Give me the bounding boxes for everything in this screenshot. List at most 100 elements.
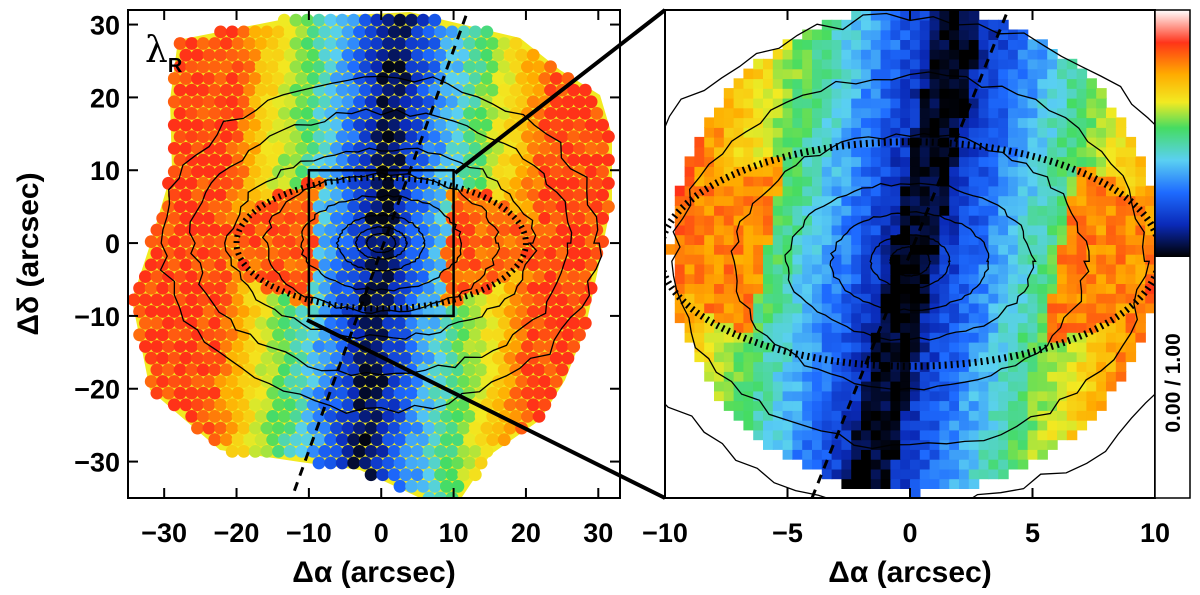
pixel — [919, 68, 931, 80]
spaxel — [497, 200, 511, 214]
pixel — [900, 78, 911, 89]
pixel — [1135, 166, 1146, 177]
spaxel — [544, 107, 557, 120]
pixel — [723, 351, 735, 363]
pixel — [929, 29, 941, 40]
spaxel — [225, 48, 239, 62]
pixel — [900, 166, 911, 177]
spaxel — [428, 363, 442, 377]
pixel — [694, 185, 705, 197]
pixel — [870, 195, 882, 206]
pixel — [1008, 88, 1019, 99]
pixel — [792, 117, 803, 128]
pixel — [1008, 39, 1019, 50]
pixel — [831, 390, 843, 402]
pixel — [782, 390, 794, 402]
pixel — [910, 97, 921, 109]
pixel — [870, 224, 882, 236]
spaxel — [335, 60, 349, 74]
pixel — [772, 49, 784, 60]
pixel — [733, 127, 745, 138]
pixel — [998, 244, 1009, 255]
left-x-tick-label: 30 — [583, 518, 613, 548]
pixel — [1037, 78, 1048, 89]
left-x-tick-label: −10 — [286, 518, 332, 548]
pixel — [733, 351, 745, 363]
spaxel — [173, 363, 187, 377]
spaxel — [503, 305, 517, 318]
pixel — [1076, 136, 1088, 148]
pixel — [1037, 175, 1048, 187]
pixel — [1017, 39, 1029, 50]
pixel — [1066, 341, 1078, 353]
spaxel — [434, 491, 447, 498]
pixel — [1066, 195, 1078, 206]
pixel — [880, 68, 892, 80]
spaxel — [463, 410, 476, 423]
pixel — [1017, 273, 1029, 284]
pixel — [831, 58, 843, 70]
spaxel — [376, 118, 390, 132]
spaxel — [202, 421, 216, 435]
pixel — [1047, 351, 1058, 363]
pixel — [861, 244, 872, 255]
spaxel — [422, 211, 436, 225]
pixel — [763, 371, 774, 382]
pixel — [753, 419, 764, 431]
spaxel — [509, 386, 523, 400]
pixel — [812, 293, 823, 304]
spaxel — [272, 398, 285, 412]
pixel — [831, 302, 843, 314]
pixel — [988, 136, 999, 148]
pixel — [939, 215, 950, 226]
spaxel — [468, 328, 482, 342]
spaxel — [179, 375, 193, 388]
pixel — [1027, 185, 1039, 197]
spaxel — [173, 246, 187, 260]
pixel — [919, 166, 931, 177]
pixel — [1125, 156, 1137, 167]
pixel — [841, 361, 852, 372]
pixel — [861, 127, 872, 138]
spaxel — [544, 176, 557, 190]
spaxel — [526, 281, 540, 295]
pixel — [694, 156, 705, 167]
pixel — [1037, 136, 1048, 148]
pixel — [1106, 273, 1117, 284]
spaxel — [191, 258, 204, 272]
pixel — [978, 380, 990, 392]
pixel — [1037, 195, 1048, 206]
pixel — [939, 439, 950, 450]
pixel — [694, 215, 705, 226]
spaxel — [573, 211, 586, 225]
spaxel — [393, 433, 407, 447]
pixel — [861, 322, 872, 333]
pixel — [998, 254, 1009, 265]
spaxel — [376, 468, 390, 482]
pixel — [782, 39, 794, 50]
pixel — [1066, 283, 1078, 294]
pixel — [723, 293, 735, 304]
spaxel — [248, 165, 262, 179]
pixel — [792, 127, 803, 138]
pixel — [861, 29, 872, 40]
pixel — [929, 371, 941, 382]
pixel — [694, 244, 705, 255]
pixel — [802, 136, 813, 148]
pixel — [1086, 351, 1097, 363]
pixel — [919, 341, 931, 353]
pixel — [861, 468, 872, 480]
spaxel — [167, 188, 181, 202]
pixel — [723, 273, 735, 284]
pixel — [959, 351, 970, 363]
pixel — [763, 127, 774, 138]
spaxel — [289, 270, 303, 283]
spaxel — [370, 340, 384, 353]
pixel — [772, 78, 784, 89]
pixel — [1027, 341, 1039, 353]
pixel — [1017, 215, 1029, 226]
spaxel — [382, 200, 395, 214]
pixel — [782, 312, 794, 324]
pixel — [802, 283, 813, 294]
spaxel — [549, 188, 563, 202]
